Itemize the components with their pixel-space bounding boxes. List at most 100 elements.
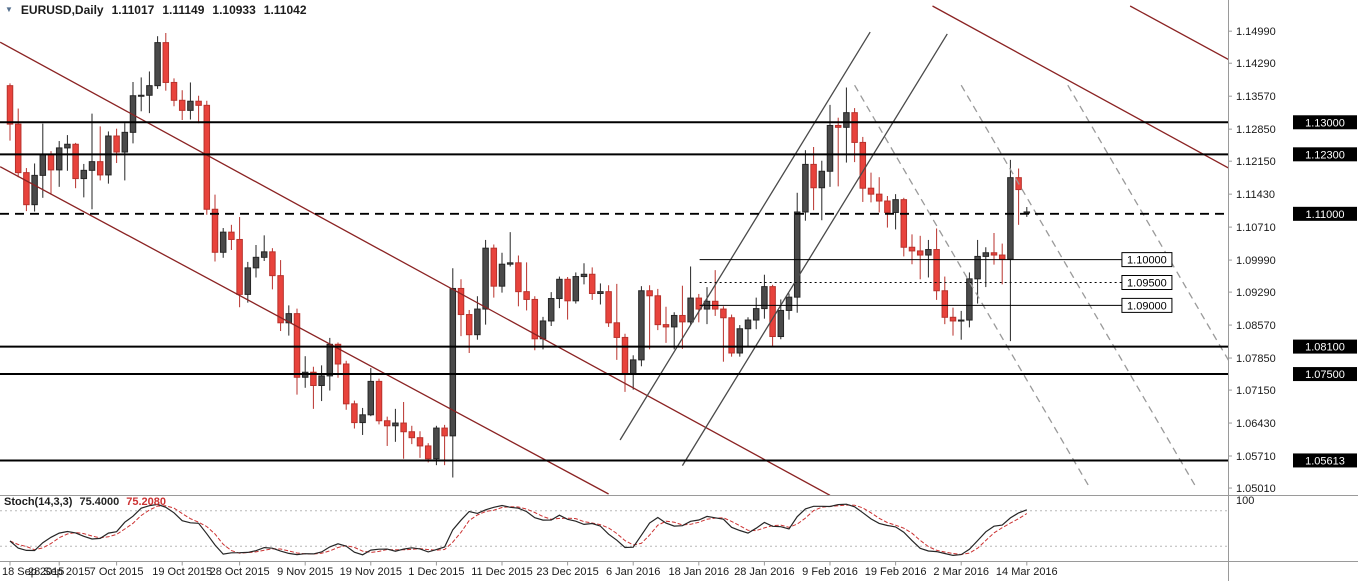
candle-up [818, 160, 826, 221]
candle-up [761, 274, 768, 319]
trendline-up-channel-lower[interactable] [681, 33, 948, 466]
candle-up [547, 292, 555, 326]
date-axis-tick: 1 Dec 2015 [408, 566, 464, 578]
trendline-down-channel-upper[interactable] [0, 41, 831, 495]
candle-up [252, 244, 260, 278]
candle-up [638, 286, 645, 367]
candle-down [662, 306, 670, 343]
candle-down [228, 224, 235, 250]
candle-down [900, 197, 908, 257]
candle-down [711, 270, 719, 316]
date-axis-tick: 2 Mar 2016 [933, 566, 989, 578]
price-axis-tick: 1.12150 [1236, 156, 1276, 168]
candle-up [629, 355, 637, 390]
price-axis-tick: 1.09290 [1236, 287, 1276, 299]
price-axis-tick: 1.12850 [1236, 124, 1276, 136]
candle-up [64, 135, 71, 171]
candle-down [1015, 168, 1022, 225]
candle-down [916, 235, 924, 280]
price-level-badge: 1.13000 [1293, 115, 1357, 130]
candle-down [293, 308, 301, 395]
inline-price-label: 1.10000 [1121, 252, 1173, 268]
price-axis-tick: 1.05710 [1236, 451, 1276, 463]
candle-down [269, 248, 276, 290]
trendline-down-channel-outer-2[interactable] [1129, 5, 1228, 61]
candle-up [793, 192, 801, 313]
date-axis-tick: 14 Mar 2016 [996, 566, 1058, 578]
candle-down [277, 260, 284, 332]
candle-down [531, 296, 539, 351]
candle-up [892, 194, 899, 230]
candle-up [957, 310, 965, 340]
candle-up [31, 163, 38, 212]
candle-down [949, 307, 957, 336]
price-level-badge: 1.05613 [1293, 453, 1357, 468]
svg-text:1.12300: 1.12300 [1305, 149, 1345, 161]
trendline-down-dashed-2[interactable] [960, 84, 1198, 489]
candle-up [597, 283, 604, 305]
date-axis-tick: 23 Dec 2015 [536, 566, 598, 578]
date-axis-tick: 9 Feb 2016 [802, 566, 858, 578]
price-pane[interactable] [0, 5, 1229, 495]
candle-down [6, 83, 14, 141]
price-level-badge: 1.08100 [1293, 339, 1357, 354]
candle-down [834, 117, 842, 187]
date-axis-tick: 28 Sep 2015 [28, 566, 90, 578]
svg-text:1.09000: 1.09000 [1127, 300, 1167, 312]
candle-up [121, 123, 129, 181]
candle-up [539, 316, 547, 350]
price-level-badge: 1.12300 [1293, 147, 1357, 162]
candle-up [744, 317, 752, 347]
candle-down [490, 244, 498, 298]
candle-down [884, 195, 891, 228]
candle-up [572, 272, 580, 304]
candle-down [14, 108, 22, 178]
candle-up [506, 232, 514, 267]
candle-up [433, 425, 440, 466]
candle-up [482, 239, 489, 325]
trendline-down-channel-outer-1[interactable] [932, 5, 1229, 169]
svg-text:1.05613: 1.05613 [1305, 455, 1345, 467]
candle-up [55, 141, 63, 187]
date-axis-tick: 9 Nov 2015 [277, 566, 333, 578]
trendline-down-dashed-1[interactable] [854, 84, 1091, 489]
candle-up [105, 131, 112, 184]
candle-down [162, 33, 170, 91]
date-axis-tick: 11 Dec 2015 [471, 566, 533, 578]
candle-up [129, 81, 137, 144]
candle-down [523, 262, 530, 311]
candle-down [720, 306, 727, 362]
candle-up [974, 239, 981, 304]
candle-up [318, 365, 325, 402]
stoch-pane[interactable] [0, 503, 1228, 557]
date-axis-tick: 28 Oct 2015 [210, 566, 270, 578]
candle-down [588, 267, 596, 300]
svg-text:1.11000: 1.11000 [1306, 209, 1345, 221]
candle-down [400, 401, 407, 459]
candle-up [498, 252, 506, 293]
trendline-down-dashed-3[interactable] [1067, 84, 1229, 361]
candle-up [826, 104, 834, 187]
trendline-up-channel-upper[interactable] [619, 31, 871, 441]
date-axis-tick: 19 Nov 2015 [340, 566, 402, 578]
candle-up [187, 82, 194, 120]
candle-down [564, 277, 571, 320]
candle-down [810, 146, 817, 211]
candle-down [178, 90, 186, 120]
inline-price-label: 1.09000 [1121, 297, 1173, 313]
candle-up [154, 36, 161, 89]
candle-down [342, 360, 350, 410]
candle-up [687, 266, 694, 325]
candle-up [785, 293, 793, 320]
price-axis-tick: 1.05010 [1236, 483, 1276, 495]
trendline-down-channel-lower[interactable] [0, 166, 609, 495]
candle-down [424, 443, 432, 463]
candle-down [646, 285, 653, 350]
candle-up [260, 235, 268, 261]
price-axis-tick: 1.06430 [1236, 418, 1276, 430]
candle-down [441, 424, 448, 466]
candle-down [457, 279, 465, 337]
date-axis-tick: 28 Jan 2016 [734, 566, 795, 578]
candle-down [695, 293, 703, 323]
